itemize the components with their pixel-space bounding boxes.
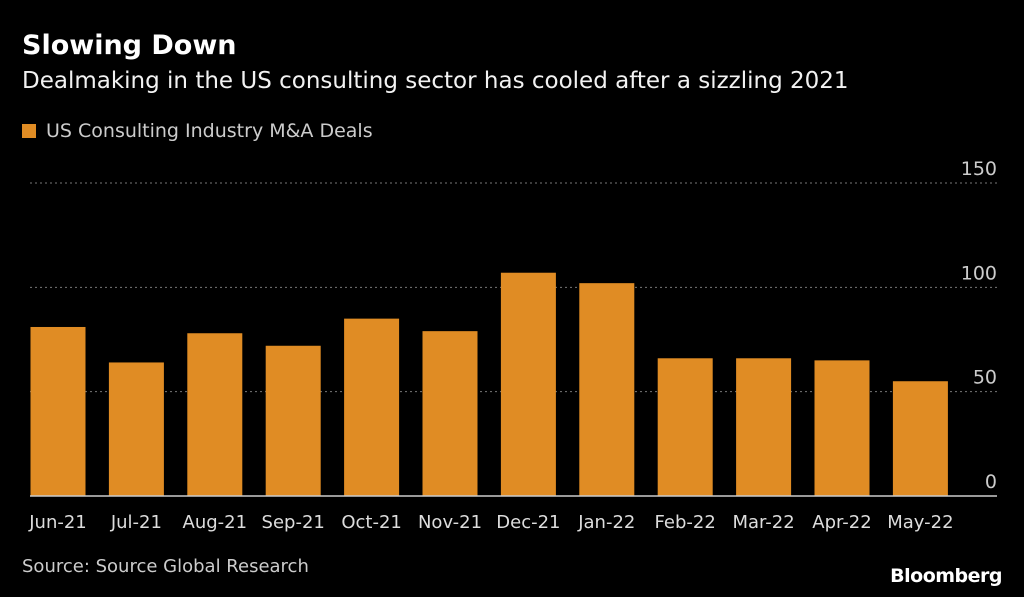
legend: US Consulting Industry M&A Deals xyxy=(22,120,373,142)
x-tick-label: May-22 xyxy=(887,512,953,533)
x-tick-label: Jan-22 xyxy=(577,512,635,533)
bar xyxy=(500,272,556,496)
x-tick-label: Mar-22 xyxy=(732,512,794,533)
bar xyxy=(265,345,321,496)
y-tick-label: 0 xyxy=(985,471,997,493)
x-tick-label: Aug-21 xyxy=(183,512,248,533)
y-tick-label: 150 xyxy=(961,158,997,180)
x-tick-label: Dec-21 xyxy=(496,512,560,533)
bar xyxy=(187,333,243,496)
bar xyxy=(814,360,870,496)
chart-title: Slowing Down xyxy=(22,30,237,61)
x-tick-label: Sep-21 xyxy=(262,512,325,533)
y-tick-label: 50 xyxy=(973,367,997,389)
bar xyxy=(30,326,86,496)
y-tick-label: 100 xyxy=(961,262,997,284)
bar xyxy=(579,283,635,496)
chart-subtitle: Dealmaking in the US consulting sector h… xyxy=(22,68,849,94)
x-tick-label: Jul-21 xyxy=(110,512,162,533)
x-tick-label: Nov-21 xyxy=(418,512,482,533)
x-tick-label: Jun-21 xyxy=(28,512,87,533)
legend-label: US Consulting Industry M&A Deals xyxy=(46,120,373,142)
x-tick-label: Feb-22 xyxy=(655,512,716,533)
bar xyxy=(108,362,164,496)
bar xyxy=(736,358,792,496)
x-tick-label: Apr-22 xyxy=(812,512,871,533)
bar xyxy=(344,318,400,496)
legend-swatch xyxy=(22,124,36,138)
x-tick-label: Oct-21 xyxy=(341,512,402,533)
bar xyxy=(422,331,478,496)
bloomberg-logo: Bloomberg xyxy=(890,565,1002,587)
source-note: Source: Source Global Research xyxy=(22,556,309,577)
bar xyxy=(892,381,948,496)
bar xyxy=(657,358,713,496)
